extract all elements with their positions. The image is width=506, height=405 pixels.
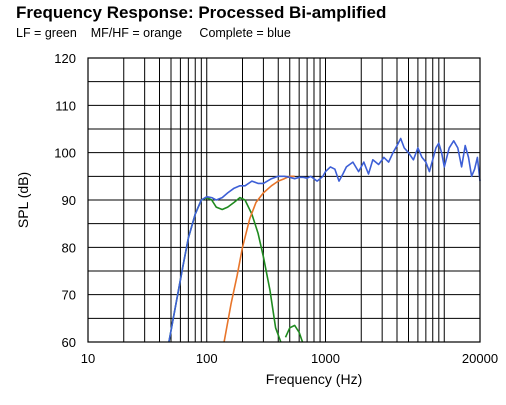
y-tick-label: 120 [54,51,76,66]
series-line-3 [168,137,481,343]
plot-frame [87,57,481,343]
x-tick-label: 100 [196,351,218,366]
chart-subtitle: LF = green MF/HF = orange Complete = blu… [16,26,291,40]
chart-title: Frequency Response: Processed Bi-amplifi… [16,3,387,22]
y-tick-label: 90 [62,193,76,208]
y-tick-label: 60 [62,335,76,350]
x-tick-label: 10 [81,351,95,366]
y-tick-label: 100 [54,146,76,161]
series-line-1 [284,324,304,343]
series-line-2 [223,175,295,343]
series-layer [168,137,481,343]
tick-labels: 60 70 80 90 100 110 120 10 100 1000 20000 [54,51,498,366]
y-axis-label: SPL (dB) [15,172,31,228]
grid [88,58,480,342]
y-tick-label: 70 [62,288,76,303]
y-tick-label: 80 [62,240,76,255]
y-tick-label: 110 [55,98,76,113]
x-axis-label: Frequency (Hz) [266,371,362,387]
x-tick-label: 1000 [311,351,340,366]
x-tick-label: 20000 [462,351,498,366]
